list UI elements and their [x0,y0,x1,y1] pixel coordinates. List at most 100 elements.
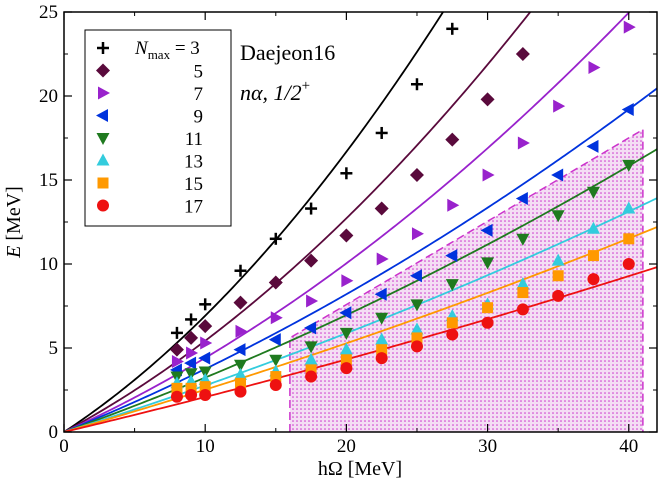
point-n15-3 [234,377,246,389]
point-n9-5 [304,321,317,335]
point-n9-13 [586,139,599,153]
point-n5-7 [374,201,389,216]
point-n9-2 [198,351,211,365]
point-n17-9 [446,328,459,341]
point-n7-6 [341,274,354,288]
annotation-line2-sup: + [302,78,310,94]
point-n11-12 [551,210,565,223]
point-n11-13 [586,186,600,199]
point-n9-3 [233,343,246,357]
point-n3-0 [170,326,183,339]
point-n15-7 [376,344,388,356]
y-tick-label-25: 25 [39,2,58,23]
y-axis-label-var: E [3,246,25,259]
point-n5-6 [339,228,354,243]
point-n17-3 [234,385,247,398]
x-axis-label: hΩ [MeV] [318,458,402,480]
fit-curve-11 [64,148,657,432]
point-n9-8 [409,269,422,283]
point-n7-1 [186,346,199,360]
point-n7-5 [306,294,319,308]
legend-marker-11 [96,133,110,145]
point-n7-2 [200,336,213,350]
point-n17-7 [375,352,388,365]
fit-curve-5 [64,12,532,432]
point-n5-8 [409,167,424,182]
point-n15-0 [171,382,183,394]
y-axis-label: E [MeV] [3,186,25,259]
y-tick-label-20: 20 [39,86,58,107]
point-n15-5 [305,364,317,376]
legend-label-5: 5 [194,62,204,83]
point-n15-11 [517,287,529,299]
point-n13-7 [375,332,389,345]
point-n11-6 [339,327,353,340]
point-n3-6 [340,167,353,180]
point-n3-8 [410,78,423,91]
legend-box [84,29,232,227]
point-n11-2 [198,366,212,379]
point-n5-0 [169,342,184,357]
point-n15-13 [587,250,599,262]
point-n7-11 [517,136,530,150]
y-tick-label-0: 0 [49,422,59,443]
point-n17-2 [199,389,212,402]
point-n9-14 [621,102,634,116]
point-n13-8 [410,322,424,335]
point-n11-7 [375,312,389,325]
point-n5-5 [304,253,319,268]
point-n15-14 [623,233,635,245]
annotation-line2-main: nα, 1/2 [240,80,302,105]
point-n11-3 [233,359,247,372]
point-n15-1 [185,382,197,394]
point-n3-5 [305,202,318,215]
point-n13-3 [233,367,247,380]
point-n9-11 [515,191,528,205]
y-tick-label-5: 5 [49,338,59,359]
point-n7-3 [235,324,248,338]
point-n7-8 [411,227,424,241]
point-n11-9 [445,279,459,292]
point-n7-12 [553,99,566,113]
point-n7-4 [270,311,283,325]
axis-ticks-layer: 0 10 20 30 40 0 5 10 15 20 25 [39,2,657,457]
annotation-line2: nα, 1/2+ [240,78,310,105]
point-n17-0 [170,390,183,403]
point-n5-1 [184,330,199,345]
point-n9-4 [268,333,281,347]
legend-marker-5 [96,63,110,78]
point-n3-7 [375,126,388,139]
legend-label-13: 13 [184,152,203,173]
data-markers-layer [169,20,636,403]
x-tick-label-40: 40 [619,436,638,457]
x-tick-label-20: 20 [337,436,356,457]
point-n13-13 [586,221,600,234]
point-n11-1 [184,368,198,381]
y-tick-label-15: 15 [39,170,58,191]
point-n15-6 [340,354,352,366]
legend-marker-13 [96,153,110,166]
point-n13-11 [516,277,530,290]
point-n7-0 [171,354,184,368]
point-n17-6 [340,362,353,375]
point-n5-4 [268,275,283,290]
fit-curve-3 [64,12,445,432]
x-tick-label-30: 30 [478,436,497,457]
point-n17-14 [622,258,635,270]
point-n15-12 [552,270,564,282]
y-axis-label-unit: [MeV] [3,186,25,245]
point-n17-10 [481,316,494,329]
point-n15-10 [482,302,494,314]
point-n17-5 [305,370,318,383]
x-tick-label-10: 10 [196,436,215,457]
point-n13-5 [304,352,318,365]
point-n9-10 [480,223,493,237]
point-n5-3 [233,295,248,310]
point-n15-2 [199,381,211,393]
point-n17-11 [516,303,529,316]
point-n3-3 [234,264,247,277]
legend-label-17: 17 [184,197,203,218]
point-n11-11 [516,233,530,246]
